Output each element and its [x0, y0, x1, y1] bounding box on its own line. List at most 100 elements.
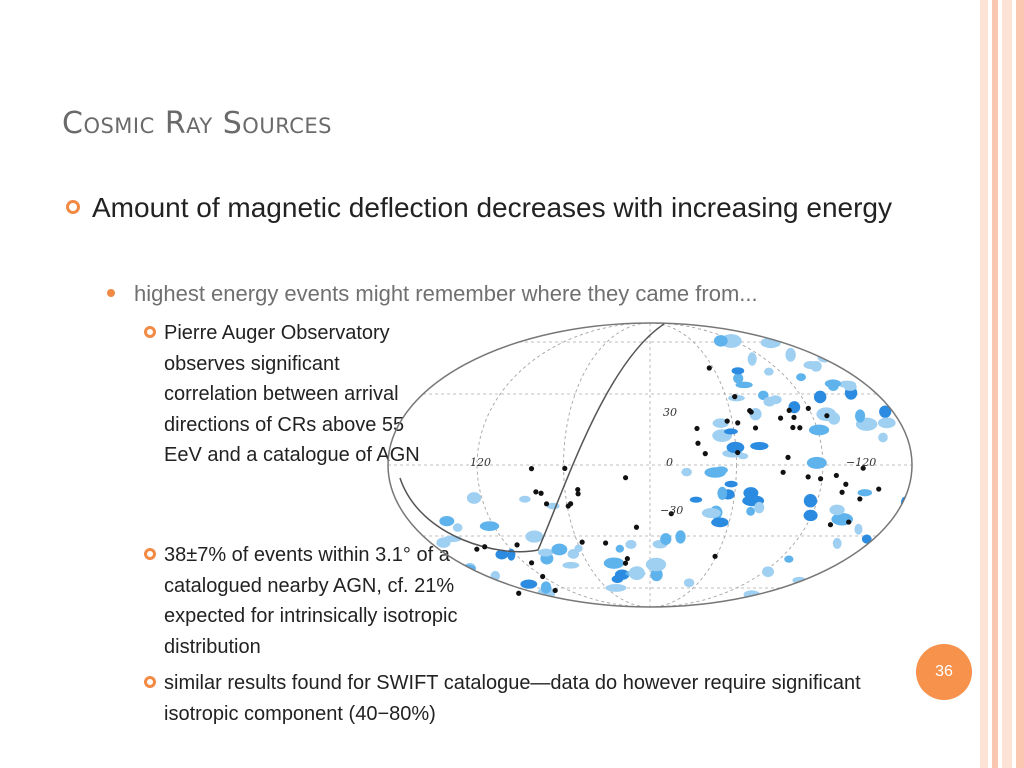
event-dot: [786, 407, 792, 413]
exposure-blob: [567, 549, 580, 559]
exposure-blob: [731, 367, 745, 375]
bullet-dot-icon: [107, 289, 115, 297]
bullet-ring-icon: [66, 200, 80, 214]
exposure-blob: [724, 480, 738, 488]
slide-title: Cosmic Ray Sources: [62, 106, 333, 141]
exposure-blob: [615, 544, 624, 553]
exposure-blob: [439, 515, 455, 527]
exposure-blob: [540, 581, 552, 594]
exposure-blob: [519, 495, 531, 503]
exposure-blob: [733, 373, 744, 384]
exposure-blob: [675, 530, 686, 544]
exposure-blob: [900, 523, 912, 534]
exposure-blob: [681, 467, 692, 477]
event-dot: [706, 365, 712, 371]
event-dots: [474, 365, 882, 596]
page-number-badge: 36: [916, 644, 972, 700]
event-dot: [622, 475, 629, 481]
exposure-blob: [855, 409, 866, 423]
event-dot: [552, 587, 558, 594]
event-dot: [474, 546, 480, 552]
exposure-blob: [711, 517, 729, 528]
event-dot: [797, 425, 803, 431]
lon-label-120: 120: [470, 456, 491, 469]
event-dot: [624, 556, 630, 562]
exposure-blob: [650, 567, 663, 582]
exposure-blob: [878, 417, 896, 429]
event-dot: [839, 489, 845, 495]
event-dot: [575, 486, 581, 493]
exposure-blob: [436, 537, 451, 548]
exposure-blob: [796, 373, 807, 382]
exposure-blob: [551, 543, 568, 556]
exposure-blob: [458, 564, 476, 573]
exposure-blob: [878, 432, 888, 443]
exposure-blob: [726, 441, 745, 454]
exposure-blob: [785, 347, 796, 362]
event-dot: [817, 476, 824, 482]
event-dot: [533, 489, 539, 495]
event-dot: [695, 440, 701, 446]
exposure-blob: [603, 557, 625, 569]
event-dot: [777, 415, 784, 421]
exposure-blob: [861, 534, 872, 544]
event-dot: [668, 511, 674, 517]
exposure-blob: [701, 508, 721, 519]
event-dot: [702, 451, 708, 457]
exposure-blob: [803, 360, 818, 370]
exposure-blob: [806, 456, 827, 469]
exposure-blob: [881, 530, 897, 541]
exposure-blob: [862, 544, 878, 551]
exposure-blob: [762, 566, 774, 578]
event-dot: [538, 490, 544, 496]
exposure-blob: [829, 504, 845, 516]
field-of-view-boundary: [399, 323, 665, 553]
point-swift: similar results found for SWIFT catalogu…: [164, 672, 861, 725]
event-dot: [712, 553, 718, 559]
event-dot: [748, 409, 754, 415]
exposure-blob: [628, 566, 645, 581]
exposure-blob: [832, 537, 842, 549]
exposure-blob: [611, 575, 624, 584]
exposure-blob: [764, 367, 774, 376]
exposure-blob: [803, 509, 818, 522]
exposure-blob: [525, 530, 544, 543]
event-dot: [860, 465, 866, 471]
exposure-blob: [747, 352, 757, 366]
event-dot: [785, 454, 791, 460]
event-dot: [790, 424, 796, 431]
exposure-blob: [838, 380, 857, 388]
event-dot: [568, 501, 574, 507]
exposure-blob: [495, 549, 509, 560]
event-dot: [516, 590, 522, 596]
main-bullet: Amount of magnetic deflection decreases …: [92, 192, 892, 223]
exposure-blob: [479, 521, 500, 531]
bullet-ring-icon: [144, 548, 156, 560]
event-dot: [827, 522, 834, 528]
exposure-blob: [874, 384, 888, 397]
event-dot: [735, 420, 741, 426]
event-dot: [602, 540, 609, 546]
point-fraction: 38±7% of events within 3.1° of a catalog…: [164, 544, 458, 658]
exposure-blob: [857, 489, 873, 497]
bullet-ring-icon: [144, 326, 156, 338]
exposure-blob: [724, 428, 738, 435]
exposure-blob: [562, 561, 580, 569]
bullet-ring-icon: [144, 676, 156, 688]
exposure-blob: [645, 557, 667, 572]
event-dot: [846, 519, 852, 525]
event-dot: [824, 413, 830, 419]
event-dot: [805, 405, 811, 411]
exposure-blob: [879, 405, 892, 418]
exposure-blob: [750, 441, 769, 451]
lon-label-0: 0: [666, 456, 673, 469]
event-dot: [562, 465, 568, 472]
event-dot: [805, 474, 811, 480]
exposure-blob: [467, 579, 485, 587]
lon-label-minus120: −120: [846, 456, 876, 469]
exposure-blob: [808, 424, 830, 436]
event-dot: [543, 501, 550, 507]
event-dot: [622, 560, 629, 566]
event-dot: [528, 560, 535, 566]
event-dot: [633, 524, 640, 530]
